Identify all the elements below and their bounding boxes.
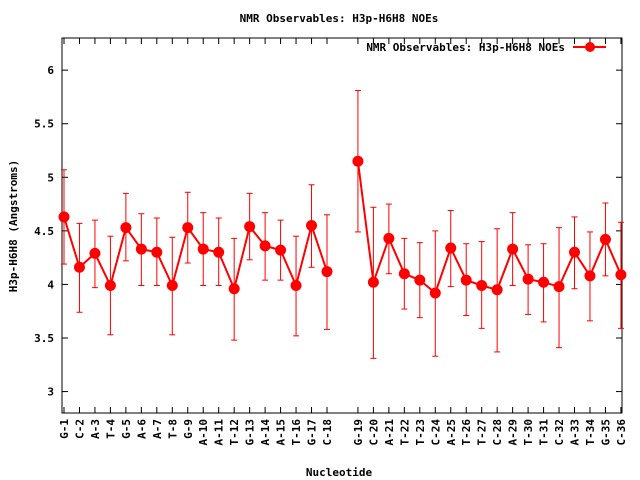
x-tick-label: A-3 [89, 419, 102, 439]
x-tick-label: A-33 [569, 419, 582, 446]
data-point [569, 246, 581, 258]
data-point [584, 270, 596, 282]
x-tick-label: A-14 [259, 419, 272, 446]
data-point [120, 222, 132, 234]
x-tick-label: G-13 [244, 419, 257, 446]
x-tick-label: C-36 [615, 419, 628, 446]
data-point [259, 240, 271, 252]
y-tick-label: 5 [47, 171, 54, 184]
x-tick-label: A-10 [197, 419, 210, 446]
x-tick-label: C-28 [491, 419, 504, 446]
x-tick-label: G-1 [58, 419, 71, 439]
series-line [356, 161, 622, 295]
x-tick-label: T-8 [166, 419, 179, 439]
data-point [507, 243, 519, 255]
data-point [197, 243, 209, 255]
data-point [615, 269, 627, 281]
y-tick-label: 6 [47, 64, 54, 77]
x-tick-label: A-7 [151, 419, 164, 439]
chart-title: NMR Observables: H3p-H6H8 NOEs [240, 12, 439, 25]
x-tick-label: C-20 [367, 419, 380, 446]
y-tick-label: 4 [47, 278, 54, 291]
data-point [429, 287, 441, 299]
data-point [275, 244, 287, 256]
data-point [383, 232, 395, 244]
y-tick-label: 3.5 [34, 332, 54, 345]
data-point [104, 280, 116, 291]
data-point [398, 268, 410, 280]
x-tick-label: G-19 [352, 419, 365, 446]
x-tick-label: C-24 [429, 419, 442, 446]
x-tick-label: C-32 [553, 419, 566, 446]
y-tick-label: 4.5 [34, 225, 54, 238]
legend-label: NMR Observables: H3p-H6H8 NOEs [366, 41, 565, 54]
x-tick-label: T-4 [104, 419, 117, 439]
x-tick-label: T-26 [460, 419, 473, 446]
data-point [58, 211, 70, 223]
data-point [476, 280, 488, 291]
x-tick-label: C-18 [321, 419, 334, 446]
data-point [491, 284, 503, 296]
data-point [228, 283, 240, 295]
x-tick-label: T-16 [290, 419, 303, 446]
data-point [460, 274, 472, 286]
data-point [352, 155, 364, 167]
x-tick-label: G-35 [599, 419, 612, 446]
data-point [73, 261, 85, 273]
x-tick-label: G-17 [306, 419, 319, 446]
x-axis-label: Nucleotide [306, 466, 373, 479]
legend: NMR Observables: H3p-H6H8 NOEs [366, 41, 606, 54]
data-point [151, 246, 163, 258]
data-point [290, 280, 302, 291]
x-tick-label: A-29 [507, 419, 520, 446]
data-point [522, 273, 534, 285]
data-point [599, 233, 611, 245]
x-tick-label: A-21 [383, 419, 396, 446]
x-tick-label: T-30 [522, 419, 535, 446]
x-tick-label: T-31 [538, 419, 551, 446]
x-tick-label: C-2 [73, 419, 86, 439]
x-tick-label: A-25 [445, 419, 458, 446]
data-point [445, 242, 457, 254]
x-tick-label: G-5 [120, 419, 133, 439]
data-point [553, 281, 565, 293]
y-tick-label: 3 [47, 386, 54, 399]
data-point [414, 274, 426, 286]
data-point [89, 247, 101, 259]
data-point [166, 280, 178, 291]
x-tick-label: T-23 [414, 419, 427, 446]
legend-marker [585, 42, 595, 52]
x-tick-label: T-12 [228, 419, 241, 446]
data-point [367, 276, 379, 288]
x-tick-label: T-27 [476, 419, 489, 446]
plot-frame [61, 37, 623, 414]
x-tick-label: T-34 [584, 419, 597, 446]
data-point [538, 276, 550, 288]
y-tick-label: 5.5 [34, 118, 54, 131]
data-point [135, 243, 147, 255]
x-tick-label: T-22 [398, 419, 411, 446]
data-point [213, 246, 225, 258]
y-axis-label: H3p-H6H8 (Angstroms) [7, 160, 20, 292]
plot-area: 3 3.5 4 4.5 5 5.5 6 G-1 C-2 A-3 T-4 G-5 A-6 A-7 T-8 G-9… [34, 37, 628, 446]
x-tick-label: A-11 [213, 419, 226, 446]
data-point [244, 221, 256, 233]
series-line [63, 216, 328, 292]
x-tick-label: A-6 [135, 419, 148, 439]
data-point [306, 220, 318, 231]
data-point [321, 266, 333, 278]
x-tick-label: A-15 [275, 419, 288, 446]
x-tick-label: G-9 [182, 419, 195, 439]
data-point [182, 222, 194, 234]
